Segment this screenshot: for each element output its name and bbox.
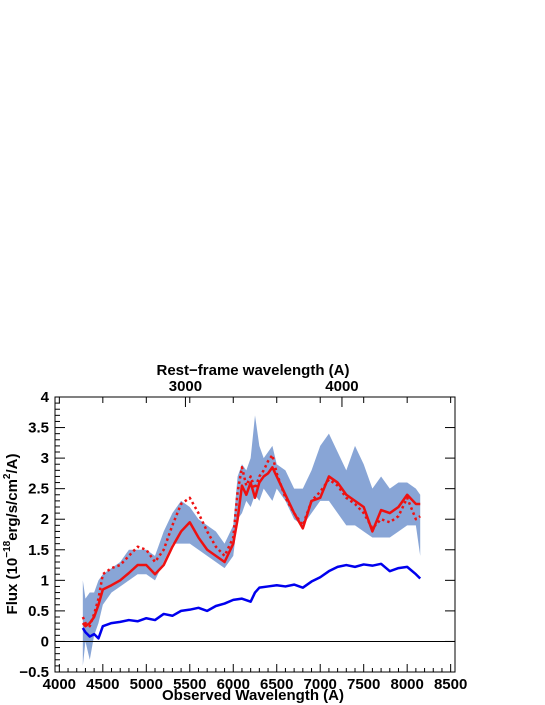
- y-title-exp1: −18: [2, 540, 13, 557]
- x-tick-label: 7500: [347, 676, 380, 693]
- y-title-pre: Flux (10: [4, 558, 21, 615]
- series-layer: [81, 415, 422, 666]
- series-line-1: [81, 562, 422, 640]
- top-tick-label: 4000: [325, 378, 358, 395]
- y-title-exp2: 2: [2, 473, 13, 479]
- x-tick-label: 8500: [434, 676, 467, 693]
- y-tick-label: 3.5: [28, 420, 49, 437]
- y-tick-label: 0: [41, 633, 49, 650]
- y-tick-label: −0.5: [19, 664, 49, 681]
- series-band-0: [82, 415, 421, 666]
- x-tick-label: 4500: [86, 676, 119, 693]
- x-tick-label: 5500: [173, 676, 206, 693]
- plot-frame: [54, 396, 456, 673]
- y-tick-label: 4: [41, 389, 50, 406]
- y-axis-title: Flux (10−18erg/s/cm2/A): [2, 454, 21, 615]
- ticks-layer: 4000 4500 5000 5500 6000 6500 7000 7500 8000 8500…: [19, 378, 467, 693]
- top-axis-title: Rest−frame wavelength (A): [157, 362, 350, 379]
- x-tick-label: 6500: [260, 676, 293, 693]
- x-tick-label: 4000: [43, 676, 76, 693]
- y-tick-label: 3: [41, 450, 49, 467]
- y-title-post: /A): [4, 454, 21, 474]
- x-tick-label: 7000: [304, 676, 337, 693]
- series-line-3: [81, 453, 421, 628]
- y-tick-label: 1.5: [28, 542, 49, 559]
- x-tick-label: 5000: [130, 676, 163, 693]
- series-line-2: [81, 466, 421, 628]
- x-axis-title: Observed Wavelength (A): [162, 687, 344, 704]
- y-title-mid: erg/s/cm: [4, 479, 21, 541]
- x-tick-label: 6000: [217, 676, 250, 693]
- y-tick-label: 0.5: [28, 603, 49, 620]
- x-tick-label: 8000: [390, 676, 423, 693]
- y-tick-label: 2.5: [28, 481, 49, 498]
- y-tick-label: 2: [41, 511, 49, 528]
- y-tick-label: 1: [41, 572, 49, 589]
- top-tick-label: 3000: [169, 378, 202, 395]
